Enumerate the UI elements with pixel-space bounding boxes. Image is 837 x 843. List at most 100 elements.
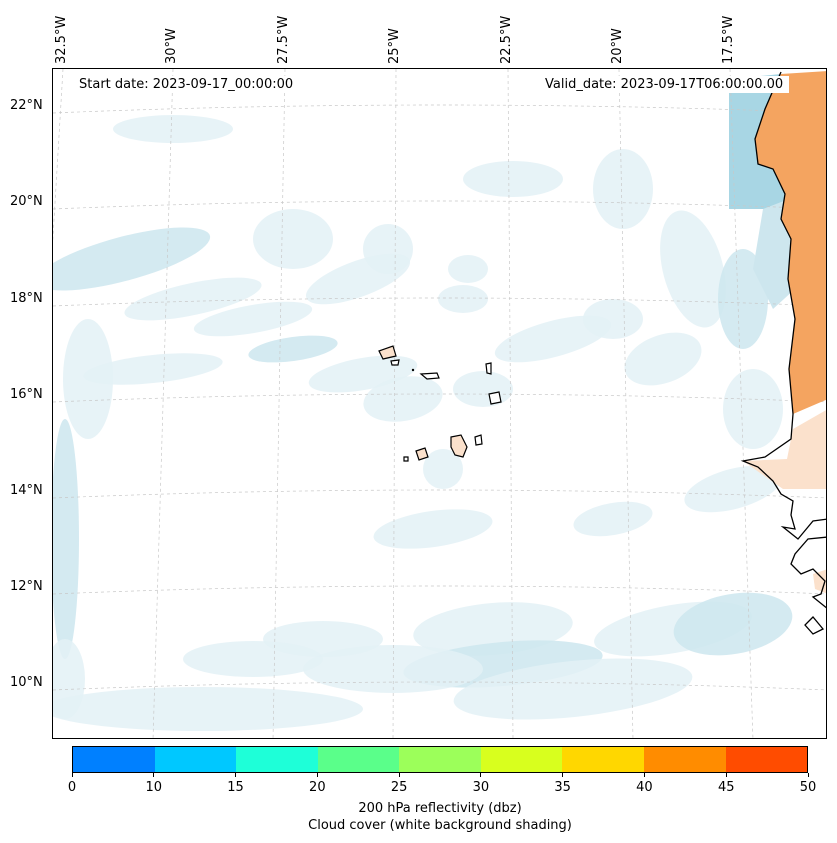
cloud-patch	[448, 255, 488, 283]
cloud-patch	[53, 687, 363, 731]
colorbar-tick-label: 45	[717, 780, 735, 795]
islet	[411, 368, 415, 372]
cloud-patch	[573, 501, 653, 537]
colorbar-subtitle: Cloud cover (white background shading)	[308, 818, 572, 833]
cloud-patch	[363, 376, 443, 422]
map-panel	[52, 68, 827, 739]
colorbar-tick	[71, 773, 73, 777]
island	[390, 359, 400, 366]
cloud-cover-shading	[53, 74, 795, 731]
cloud-patch	[373, 509, 493, 549]
cloud-patch	[453, 371, 513, 407]
colorbar-tick-label: 15	[227, 780, 244, 795]
island	[419, 372, 440, 380]
island	[488, 391, 502, 405]
cloud-patch	[183, 641, 323, 677]
colorbar-tick-label: 40	[636, 780, 653, 795]
cloud-patch	[673, 592, 793, 656]
cloud-patch	[494, 315, 612, 363]
latitude-label: 10°N	[10, 675, 43, 690]
mainland-reflectivity	[755, 71, 826, 414]
cloud-patch	[124, 277, 262, 321]
colorbar-tick	[316, 773, 318, 777]
cloud-patch	[593, 149, 653, 229]
cloud-patch	[63, 319, 113, 439]
start-date-label: Start date: 2023-09-17_00:00:00	[73, 76, 300, 93]
cloud-patch	[423, 449, 463, 489]
cloud-patch	[624, 332, 702, 386]
colorbar-tick-label: 20	[309, 780, 326, 795]
latitude-gridline	[53, 489, 826, 499]
colorbar-segment	[480, 747, 563, 772]
longitude-gridline	[152, 69, 174, 738]
colorbar-segment	[73, 747, 155, 772]
longitude-gridline	[392, 69, 397, 738]
latitude-gridline	[53, 104, 826, 114]
colorbar-tick	[235, 773, 237, 777]
cloud-patch	[253, 209, 333, 269]
colorbar-tick	[480, 773, 482, 777]
longitude-gridline	[618, 69, 634, 738]
longitude-label: 27.5°W	[276, 15, 291, 64]
latitude-label: 14°N	[10, 483, 43, 498]
colorbar-tick-label: 30	[472, 780, 490, 795]
cloud-patch	[363, 224, 413, 274]
colorbar-tick	[562, 773, 564, 777]
colorbar-tick	[153, 773, 155, 777]
latitude-gridline	[53, 297, 826, 307]
africa-coastline	[740, 71, 826, 635]
latitude-label: 16°N	[10, 387, 43, 402]
cloud-patch	[583, 299, 643, 339]
island	[403, 456, 409, 462]
colorbar-tick-label: 50	[799, 780, 817, 795]
colorbar-tick-label: 0	[67, 780, 77, 795]
longitude-label: 30°W	[164, 28, 179, 64]
island	[485, 362, 492, 375]
longitude-label: 32.5°W	[54, 15, 69, 64]
cloud-patch	[53, 227, 211, 291]
latitude-gridline	[53, 200, 826, 210]
longitude-label: 25°W	[387, 28, 402, 64]
graticule	[53, 69, 826, 738]
longitude-gridline	[272, 69, 286, 738]
cloud-patch	[83, 353, 223, 385]
colorbar-tick	[807, 773, 809, 777]
cloud-patch	[453, 658, 693, 720]
colorbar-tick	[725, 773, 727, 777]
island	[378, 345, 397, 360]
cloud-patch	[193, 301, 313, 337]
island	[450, 434, 468, 458]
latitude-label: 18°N	[10, 291, 43, 306]
cloud-patch	[53, 419, 79, 659]
valid-date-label: Valid_date: 2023-09-17T06:00:00.00	[539, 76, 790, 93]
latitude-gridline	[53, 681, 826, 691]
cloud-patch	[723, 369, 783, 449]
latitude-label: 20°N	[10, 194, 43, 209]
colorbar-tick	[643, 773, 645, 777]
colorbar-tick	[398, 773, 400, 777]
cloud-patch	[463, 161, 563, 197]
colorbar-segment	[317, 747, 400, 772]
island	[474, 434, 483, 446]
mainland-shading	[743, 410, 826, 489]
colorbar-segment	[154, 747, 237, 772]
colorbar-segment	[725, 747, 808, 772]
colorbar-segment	[643, 747, 726, 772]
latitude-label: 12°N	[10, 579, 43, 594]
cloud-patch	[438, 285, 488, 313]
longitude-label: 20°W	[610, 28, 625, 64]
colorbar-tick-label: 25	[390, 780, 408, 795]
latitude-gridline	[53, 585, 826, 595]
cloud-patch	[248, 335, 338, 363]
longitude-gridline	[507, 69, 514, 738]
longitude-label: 17.5°W	[721, 15, 736, 64]
colorbar-title: 200 hPa reflectivity (dbz)	[358, 801, 522, 816]
colorbar-segment	[399, 747, 481, 772]
latitude-label: 22°N	[10, 98, 43, 113]
map-canvas	[53, 69, 826, 738]
longitude-gridline	[729, 69, 754, 738]
latitude-gridline	[53, 393, 826, 403]
island	[415, 447, 429, 461]
colorbar	[72, 746, 808, 773]
cloud-patch	[660, 210, 726, 328]
